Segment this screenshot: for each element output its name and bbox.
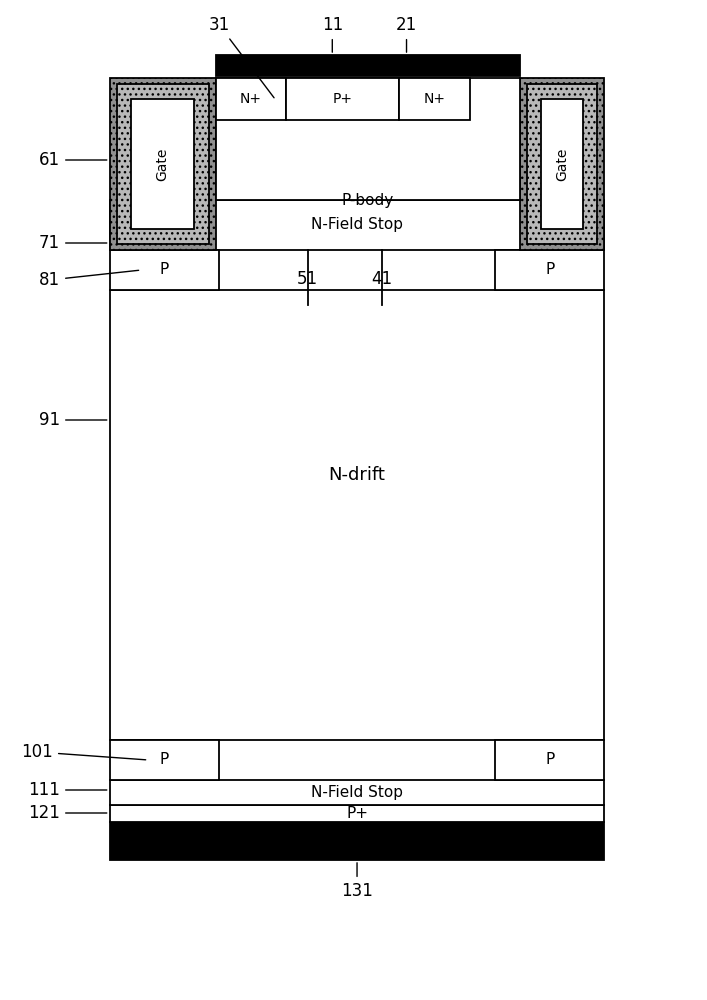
Text: 111: 111: [28, 781, 107, 799]
Bar: [216, 78, 286, 120]
Text: N-drift: N-drift: [329, 466, 385, 484]
Text: P+: P+: [346, 806, 368, 821]
Bar: [110, 290, 604, 740]
Bar: [541, 99, 583, 229]
Text: 11: 11: [322, 16, 343, 52]
Bar: [216, 55, 520, 76]
Text: N-Field Stop: N-Field Stop: [311, 218, 403, 232]
Text: 41: 41: [371, 270, 392, 288]
Text: 21: 21: [396, 16, 417, 52]
Bar: [110, 78, 216, 250]
Bar: [399, 78, 470, 120]
Text: 91: 91: [39, 411, 107, 429]
Bar: [117, 84, 209, 244]
Bar: [110, 250, 219, 290]
Text: Gate: Gate: [555, 147, 569, 181]
Bar: [110, 822, 604, 860]
Bar: [495, 740, 604, 780]
Bar: [286, 78, 399, 120]
Text: P: P: [160, 262, 169, 277]
Text: N+: N+: [423, 92, 446, 106]
Bar: [110, 805, 604, 822]
Text: 31: 31: [209, 16, 274, 98]
Text: P+: P+: [333, 92, 353, 106]
Text: 121: 121: [28, 804, 107, 822]
Text: 51: 51: [297, 270, 318, 288]
Text: P: P: [545, 262, 554, 277]
Bar: [131, 99, 194, 229]
Text: P: P: [160, 752, 169, 768]
Text: Gate: Gate: [156, 147, 170, 181]
Bar: [110, 740, 219, 780]
Bar: [216, 78, 520, 200]
Bar: [110, 200, 604, 250]
Text: N-Field Stop: N-Field Stop: [311, 785, 403, 800]
Text: P: P: [545, 752, 554, 768]
Text: N+: N+: [240, 92, 262, 106]
Text: 101: 101: [21, 743, 146, 761]
Text: 71: 71: [39, 234, 107, 252]
Bar: [520, 78, 604, 250]
Text: 61: 61: [39, 151, 107, 169]
Text: 131: 131: [341, 863, 373, 900]
Bar: [527, 84, 597, 244]
Bar: [110, 780, 604, 805]
Text: 81: 81: [39, 270, 139, 289]
Bar: [495, 250, 604, 290]
Text: P-body: P-body: [341, 192, 394, 208]
